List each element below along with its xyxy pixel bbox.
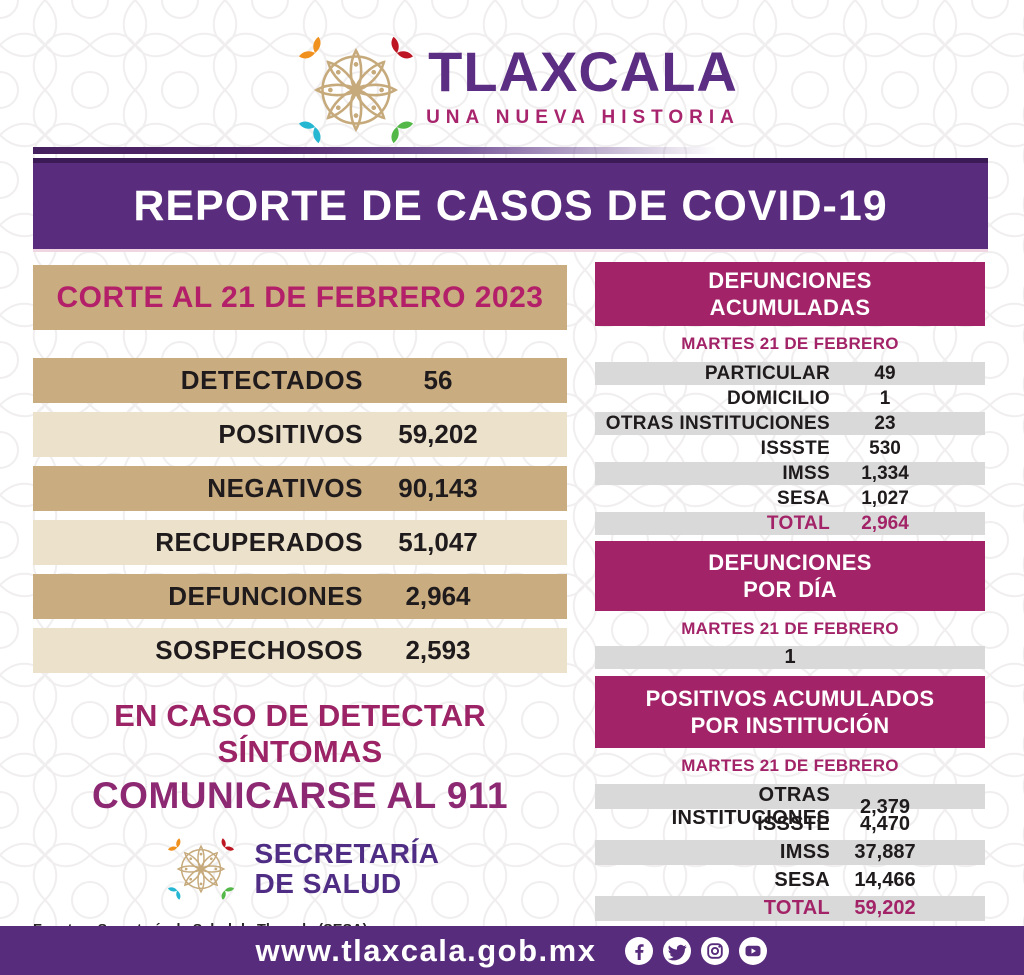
table-row: IMSS 1,334 xyxy=(595,462,985,485)
tlaxcala-flower-logo-icon xyxy=(297,35,415,145)
table-row: ISSSTE 4,470 xyxy=(595,812,985,837)
positives-by-institution-header: POSITIVOS ACUMULADOS POR INSTITUCIÓN xyxy=(595,676,985,748)
panel-date: MARTES 21 DE FEBRERO xyxy=(681,334,899,353)
table-total-row: TOTAL 2,964 xyxy=(595,512,985,535)
row-label: SESA xyxy=(774,869,830,891)
row-value: 2,964 xyxy=(405,581,471,611)
row-label: DEFUNCIONES xyxy=(168,581,363,611)
total-label: TOTAL xyxy=(763,897,830,919)
table-row: PARTICULAR 49 xyxy=(595,362,985,385)
deaths-accumulated-header: DEFUNCIONES ACUMULADAS xyxy=(595,262,985,326)
table-row: NEGATIVOS 90,143 xyxy=(33,466,567,511)
table-total-row: TOTAL 59,202 xyxy=(595,896,985,921)
table-row: ISSSTE 530 xyxy=(595,437,985,460)
row-value: 49 xyxy=(874,362,896,384)
deaths-per-day-header: DEFUNCIONES POR DÍA xyxy=(595,541,985,611)
total-label: TOTAL xyxy=(766,512,830,534)
row-value: 2,379 xyxy=(859,795,911,818)
header-line: POSITIVOS ACUMULADOS xyxy=(645,685,935,711)
row-value: 90,143 xyxy=(398,473,478,503)
row-value: 37,887 xyxy=(854,841,916,863)
table-row: SOSPECHOSOS 2,593 xyxy=(33,628,567,673)
row-label: OTRAS INSTITUCIONES xyxy=(671,784,830,829)
header-line: POR DÍA xyxy=(743,577,837,602)
header-line: DEFUNCIONES xyxy=(708,267,872,293)
ministry-name-line1: SECRETARÍA xyxy=(254,837,440,869)
total-value: 59,202 xyxy=(854,897,916,919)
table-row: POSITIVOS 59,202 xyxy=(33,412,567,457)
symptoms-notice-line1: EN CASO DE DETECTAR SÍNTOMAS xyxy=(114,698,486,769)
row-label: POSITIVOS xyxy=(218,419,363,449)
row-value: 59,202 xyxy=(398,419,478,449)
row-label: ISSSTE xyxy=(757,813,830,835)
deaths-per-day-value: 1 xyxy=(595,646,985,669)
report-title-banner: REPORTE DE CASOS DE COVID-19 xyxy=(33,158,988,252)
website-url[interactable]: www.tlaxcala.gob.mx xyxy=(255,932,597,968)
cutoff-date-text: CORTE AL 21 DE FEBRERO 2023 xyxy=(56,280,544,314)
header-line: DEFUNCIONES xyxy=(708,549,872,575)
table-row: OTRAS INSTITUCIONES 23 xyxy=(595,412,985,435)
row-label: ISSSTE xyxy=(760,437,830,459)
ministry-name-line2: DE SALUD xyxy=(254,868,402,899)
total-value: 2,964 xyxy=(861,512,909,534)
row-value: 23 xyxy=(874,412,896,434)
row-value: 2,593 xyxy=(405,635,471,665)
footer-bar: www.tlaxcala.gob.mx xyxy=(0,926,1024,975)
instagram-icon[interactable] xyxy=(700,936,730,966)
table-row: OTRAS INSTITUCIONES 2,379 xyxy=(595,784,985,829)
panel-date: MARTES 21 DE FEBRERO xyxy=(681,756,899,775)
table-row: DETECTADOS 56 xyxy=(33,358,567,403)
report-title: REPORTE DE CASOS DE COVID-19 xyxy=(133,181,888,230)
table-row: DOMICILIO 1 xyxy=(595,387,985,410)
facebook-icon[interactable] xyxy=(624,936,654,966)
row-label: IMSS xyxy=(782,462,830,484)
row-value: 56 xyxy=(423,365,453,395)
row-label: RECUPERADOS xyxy=(155,527,363,557)
table-row: IMSS 37,887 xyxy=(595,840,985,865)
header-line: POR INSTITUCIÓN xyxy=(690,713,890,738)
institution-breakdown-panel: DEFUNCIONES ACUMULADAS MARTES 21 DE FEBR… xyxy=(595,262,985,924)
table-row: SESA 1,027 xyxy=(595,487,985,510)
row-value: 1,334 xyxy=(861,462,909,484)
row-label: SESA xyxy=(777,487,830,509)
row-label: DOMICILIO xyxy=(727,387,830,409)
header-line: ACUMULADAS xyxy=(709,295,871,320)
row-value: 14,466 xyxy=(854,869,916,891)
twitter-icon[interactable] xyxy=(662,936,692,966)
social-icons xyxy=(624,936,768,966)
table-row: DEFUNCIONES 2,964 xyxy=(33,574,567,619)
row-value: 1,027 xyxy=(861,487,909,509)
row-value: 4,470 xyxy=(859,813,911,835)
positives-by-institution-table: OTRAS INSTITUCIONES 2,379 ISSSTE 4,470 I… xyxy=(595,784,985,921)
state-totals-panel: CORTE AL 21 DE FEBRERO 2023 DETECTADOS 5… xyxy=(33,265,583,969)
state-totals-table: DETECTADOS 56 POSITIVOS 59,202 NEGATIVOS… xyxy=(33,358,567,673)
health-ministry-logo: SECRETARÍA DE SALUD xyxy=(33,829,567,909)
brand-tagline: UNA NUEVA HISTORIA xyxy=(426,107,740,128)
row-label: NEGATIVOS xyxy=(207,473,363,503)
row-label: SOSPECHOSOS xyxy=(155,635,363,665)
row-label: PARTICULAR xyxy=(704,362,830,384)
row-label: IMSS xyxy=(779,841,830,863)
panel-date: MARTES 21 DE FEBRERO xyxy=(681,619,899,638)
row-value: 1 xyxy=(879,387,891,409)
gradient-divider xyxy=(33,147,753,154)
table-row: SESA 14,466 xyxy=(595,868,985,893)
row-label: DETECTADOS xyxy=(180,365,363,395)
table-row: RECUPERADOS 51,047 xyxy=(33,520,567,565)
row-value: 530 xyxy=(869,437,901,459)
salud-flower-logo-icon xyxy=(166,837,235,901)
symptoms-notice-line2: COMUNICARSE AL 911 xyxy=(91,775,509,816)
youtube-icon[interactable] xyxy=(738,936,768,966)
deaths-accumulated-table: PARTICULAR 49 DOMICILIO 1 OTRAS INSTITUC… xyxy=(595,362,985,535)
row-label: OTRAS INSTITUCIONES xyxy=(605,412,830,434)
cutoff-date-header: CORTE AL 21 DE FEBRERO 2023 xyxy=(33,265,567,330)
row-value: 51,047 xyxy=(398,527,478,557)
brand-name: TLAXCALA xyxy=(428,40,738,103)
